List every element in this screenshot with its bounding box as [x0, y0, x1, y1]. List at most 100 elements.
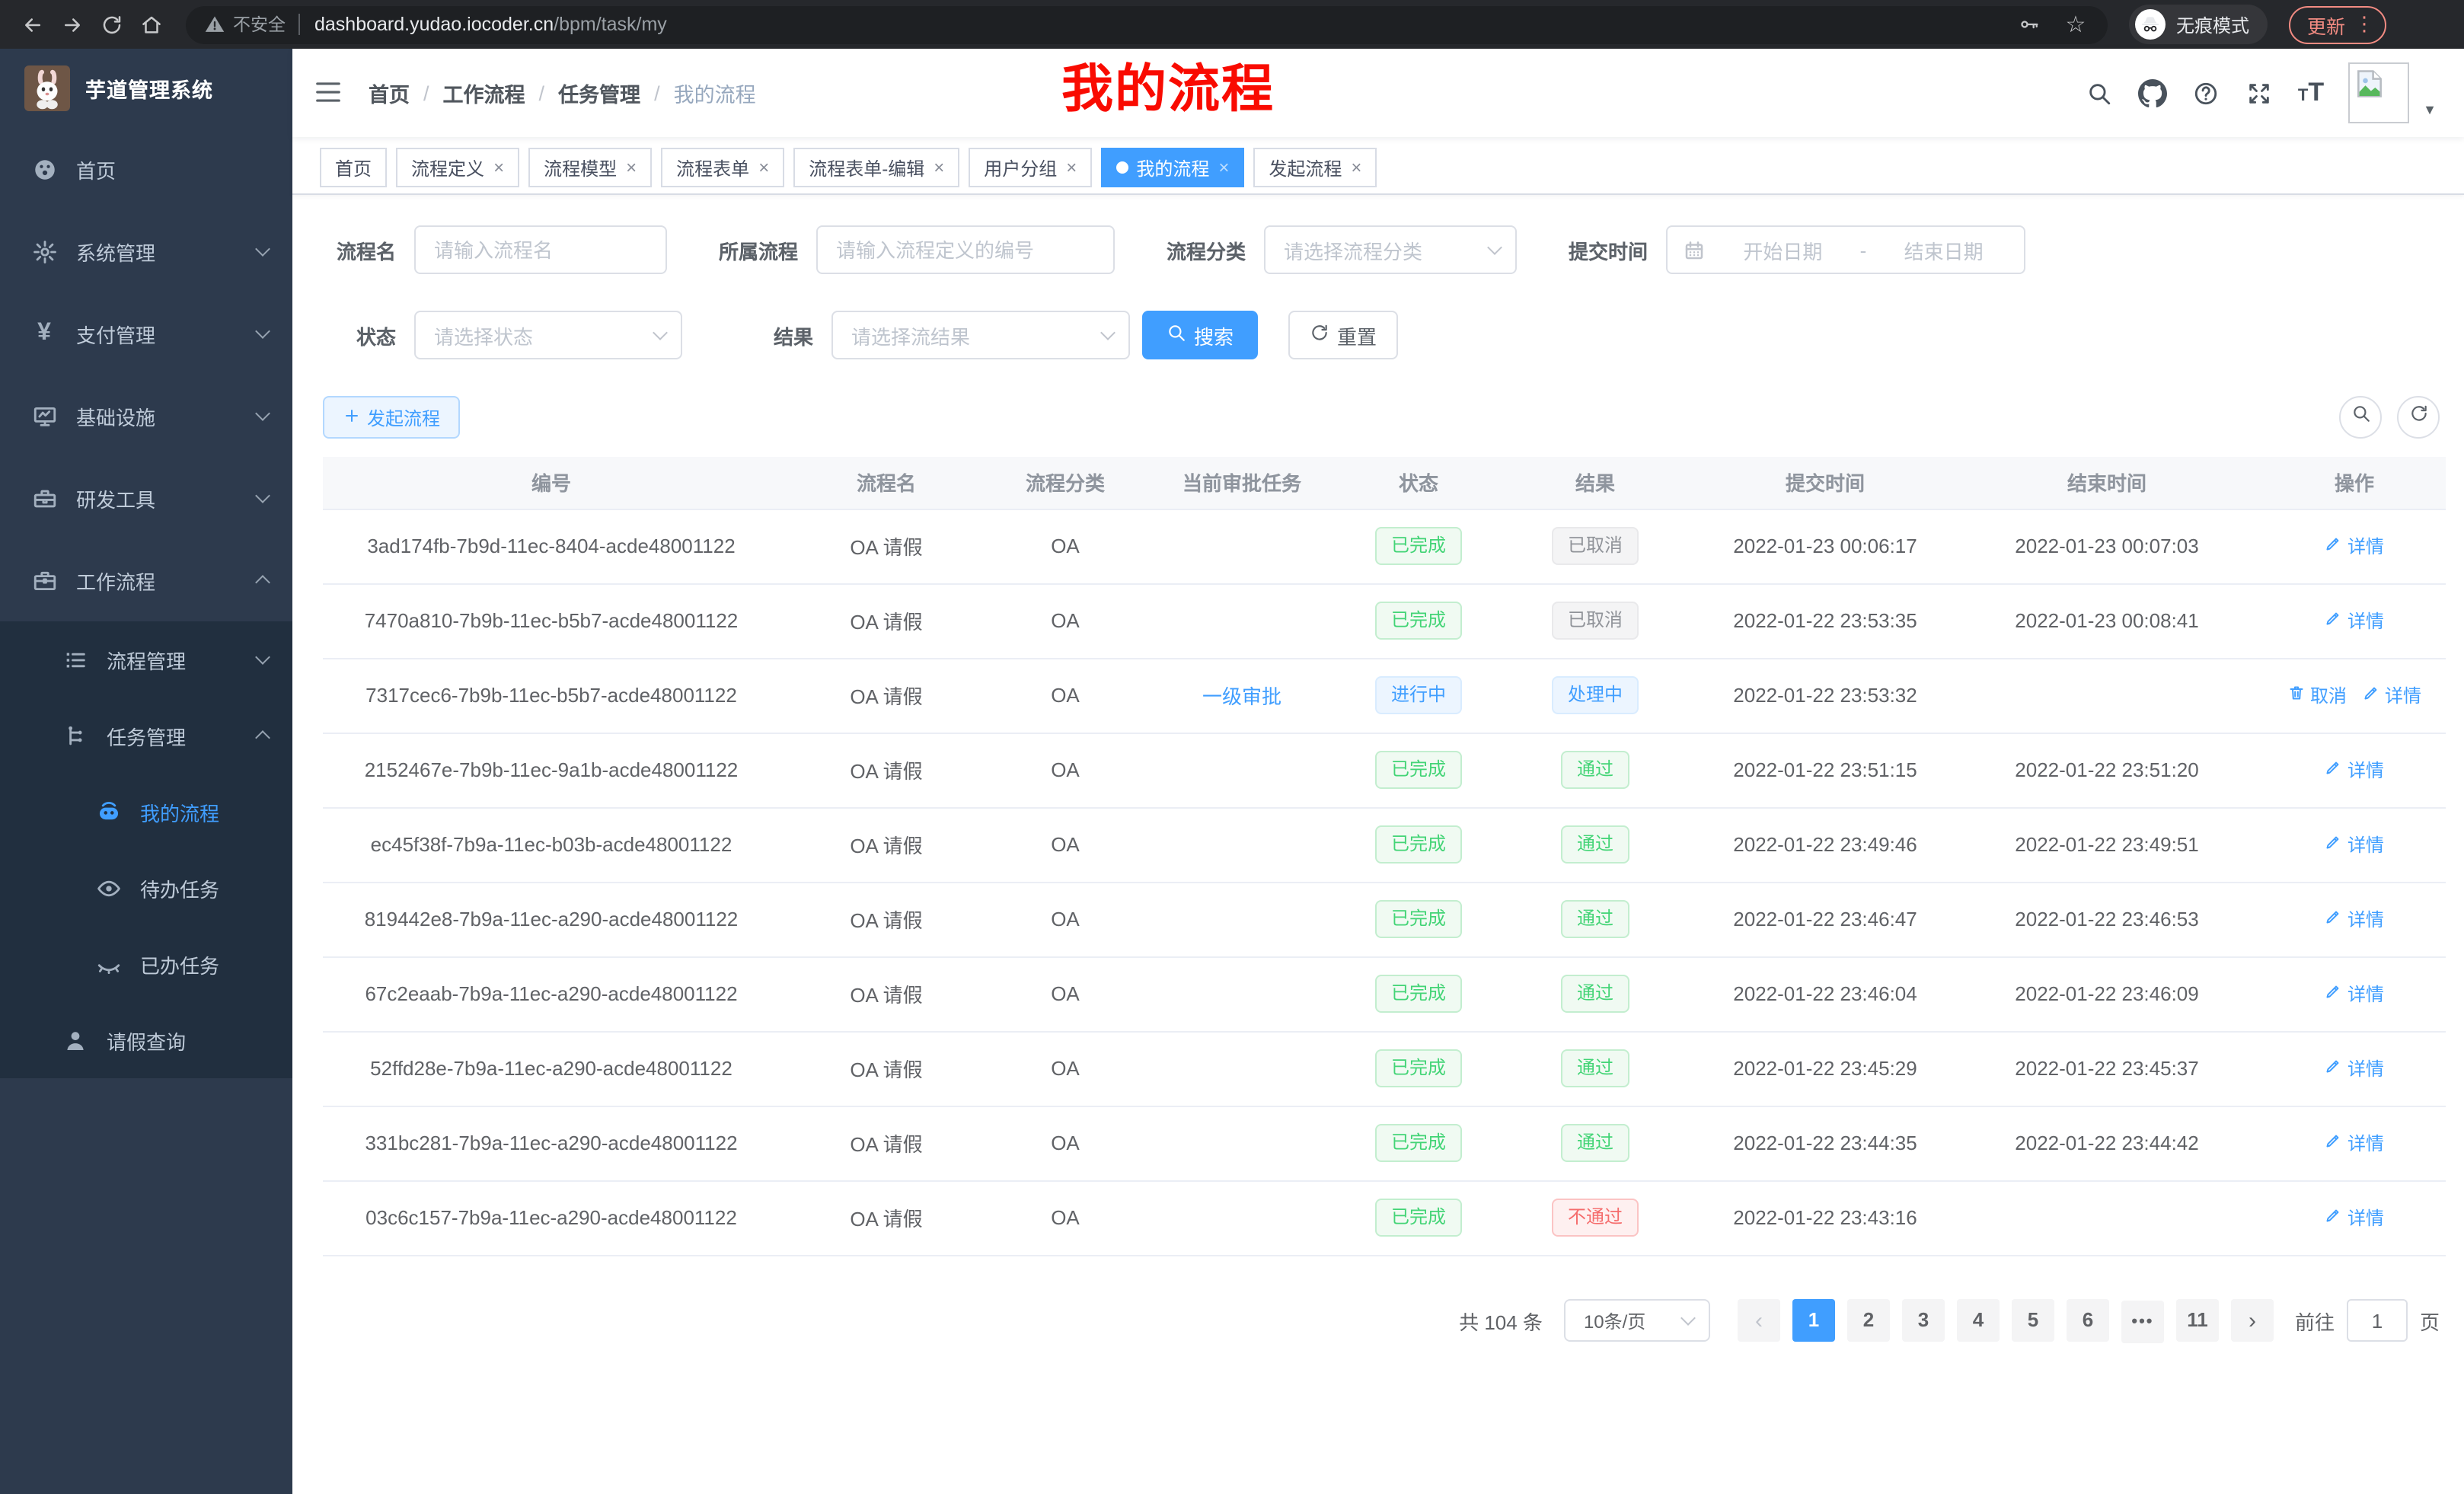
sidebar-item-todo-tasks[interactable]: 待办任务 — [0, 850, 292, 926]
goto-page-input[interactable] — [2346, 1299, 2408, 1342]
sidebar-collapse-icon[interactable] — [314, 78, 344, 108]
tab-home[interactable]: 首页 — [320, 148, 388, 187]
tab-my-process[interactable]: 我的流程 × — [1101, 148, 1245, 187]
cell-name: OA 请假 — [780, 956, 993, 1032]
browser-home-icon[interactable] — [134, 8, 168, 41]
prev-page-button[interactable]: ‹ — [1737, 1299, 1780, 1342]
browser-toolbar: 不安全 dashboard.yudao.iocoder.cn/bpm/task/… — [0, 0, 2464, 49]
sidebar-item-home[interactable]: 首页 — [0, 128, 292, 210]
detail-link[interactable]: 详情 — [2325, 906, 2384, 932]
detail-link[interactable]: 详情 — [2325, 832, 2384, 857]
close-icon[interactable]: × — [493, 157, 505, 178]
detail-link[interactable]: 详情 — [2325, 608, 2384, 634]
avatar[interactable] — [2348, 62, 2410, 123]
sidebar-item-system[interactable]: 系统管理 — [0, 210, 292, 292]
result-select[interactable]: 请选择流结果 — [831, 311, 1130, 359]
page-button-1[interactable]: 1 — [1792, 1298, 1835, 1341]
submit-time-range-picker[interactable]: 开始日期 - 结束日期 — [1666, 225, 2025, 274]
cell-category: OA — [993, 658, 1138, 733]
browser-back-icon[interactable] — [15, 8, 49, 41]
detail-link[interactable]: 详情 — [2325, 1130, 2384, 1156]
cell-category: OA — [993, 1031, 1138, 1106]
detail-link[interactable]: 详情 — [2325, 981, 2384, 1007]
tree-icon — [61, 722, 88, 749]
table-row: ec45f38f-7b9a-11ec-b03b-acde48001122 OA 请… — [323, 807, 2446, 883]
page-size-select[interactable]: 10条/页 — [1563, 1299, 1710, 1342]
tab-user-group[interactable]: 用户分组 × — [969, 148, 1093, 187]
sidebar-item-process-mgmt[interactable]: 流程管理 — [0, 621, 292, 698]
process-name-input[interactable] — [414, 225, 667, 274]
bookmark-star-icon[interactable]: ☆ — [2065, 11, 2086, 37]
detail-link[interactable]: 详情 — [2325, 1055, 2384, 1081]
url-path: /bpm/task/my — [554, 14, 667, 35]
filter-row-2: 状态 请选择状态 结果 请选择流结果 搜索 — [323, 311, 2440, 359]
current-task-link[interactable]: 一级审批 — [1202, 685, 1281, 708]
detail-link[interactable]: 详情 — [2325, 533, 2384, 559]
cell-status: 已完成 — [1346, 882, 1491, 957]
sidebar-logo-row[interactable]: 芋道管理系统 — [0, 49, 292, 128]
detail-link[interactable]: 详情 — [2325, 757, 2384, 783]
close-icon[interactable]: × — [1218, 157, 1230, 178]
status-select[interactable]: 请选择状态 — [414, 311, 682, 359]
cell-end-time: 2022-01-22 23:44:42 — [1951, 1106, 2263, 1181]
breadcrumb-item[interactable]: 首页 — [369, 84, 410, 107]
search-icon[interactable] — [2085, 78, 2115, 108]
search-button[interactable]: 搜索 — [1142, 311, 1259, 359]
question-icon[interactable] — [2191, 78, 2222, 108]
process-category-select[interactable]: 请选择流程分类 — [1264, 225, 1517, 274]
next-page-button[interactable]: › — [2230, 1299, 2274, 1342]
column-header: 编号 — [323, 457, 780, 509]
github-icon[interactable] — [2138, 78, 2169, 108]
page-button-2[interactable]: 2 — [1846, 1298, 1890, 1341]
page-button-5[interactable]: 5 — [2011, 1298, 2054, 1341]
sidebar-item-infrastructure[interactable]: 基础设施 — [0, 375, 292, 457]
breadcrumb-item[interactable]: 工作流程 — [442, 84, 525, 107]
tags-view: 首页 流程定义 × 流程模型 × 流程表单 × 流程表单-编辑 × 用户分组 × 我的流程 × 发起流程 × — [292, 137, 2464, 195]
cell-status: 已完成 — [1346, 1106, 1491, 1181]
tab-process-model[interactable]: 流程模型 × — [528, 148, 653, 187]
cancel-link[interactable]: 取消 — [2287, 682, 2347, 708]
browser-reload-icon[interactable] — [94, 8, 128, 41]
sidebar-item-leave-query[interactable]: 请假查询 — [0, 1002, 292, 1078]
update-label: 更新 — [2307, 16, 2346, 37]
sidebar-item-dev-tools[interactable]: 研发工具 — [0, 457, 292, 539]
start-process-button[interactable]: 发起流程 — [323, 396, 461, 439]
close-icon[interactable]: × — [626, 157, 637, 178]
refresh-table-button[interactable] — [2397, 396, 2440, 439]
delete-icon — [2287, 684, 2306, 707]
browser-menu-icon[interactable]: ⋮ — [2354, 12, 2375, 35]
breadcrumb-item[interactable]: 任务管理 — [558, 84, 641, 107]
tab-process-form[interactable]: 流程表单 × — [661, 148, 785, 187]
sidebar-item-my-process[interactable]: 我的流程 — [0, 774, 292, 850]
detail-link[interactable]: 详情 — [2325, 1205, 2384, 1231]
tab-process-form-edit[interactable]: 流程表单-编辑 × — [793, 148, 960, 187]
page-button-6[interactable]: 6 — [2066, 1298, 2109, 1341]
address-bar[interactable]: 不安全 dashboard.yudao.iocoder.cn/bpm/task/… — [186, 5, 2108, 43]
fullscreen-icon[interactable] — [2245, 78, 2275, 108]
process-definition-input[interactable] — [816, 225, 1115, 274]
update-button[interactable]: 更新 ⋮ — [2289, 5, 2387, 43]
sidebar-item-done-tasks[interactable]: 已办任务 — [0, 926, 292, 1002]
password-key-icon[interactable] — [2016, 11, 2044, 38]
sidebar-item-payment[interactable]: ¥ 支付管理 — [0, 292, 292, 375]
browser-forward-icon[interactable] — [55, 8, 88, 41]
detail-link[interactable]: 详情 — [2362, 682, 2421, 708]
tab-process-definition[interactable]: 流程定义 × — [396, 148, 520, 187]
reset-button[interactable]: 重置 — [1288, 311, 1399, 359]
close-icon[interactable]: × — [1066, 157, 1077, 178]
page-button-4[interactable]: 4 — [1956, 1298, 2000, 1341]
close-icon[interactable]: × — [758, 157, 770, 178]
page-button-11[interactable]: 11 — [2175, 1298, 2219, 1341]
close-icon[interactable]: × — [1351, 157, 1362, 178]
sidebar-item-task-mgmt[interactable]: 任务管理 — [0, 698, 292, 774]
close-icon[interactable]: × — [934, 157, 945, 178]
cell-submit-time: 2022-01-22 23:53:35 — [1700, 583, 1951, 659]
page-button-3[interactable]: 3 — [1901, 1298, 1945, 1341]
caret-down-icon[interactable]: ▼ — [2423, 102, 2437, 117]
toggle-search-button[interactable] — [2339, 396, 2382, 439]
sidebar-item-workflow[interactable]: 工作流程 — [0, 539, 292, 621]
tab-start-process[interactable]: 发起流程 × — [1253, 148, 1377, 187]
app-logo — [24, 65, 70, 111]
